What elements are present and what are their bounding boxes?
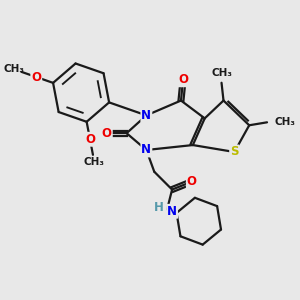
Text: CH₃: CH₃ [275, 117, 296, 127]
Text: N: N [141, 143, 152, 157]
Text: O: O [85, 133, 95, 146]
Text: N: N [141, 109, 152, 122]
Text: O: O [31, 70, 41, 83]
Text: O: O [178, 73, 188, 86]
Text: CH₃: CH₃ [211, 68, 232, 78]
Text: O: O [102, 127, 112, 140]
Text: S: S [230, 146, 238, 158]
Text: N: N [167, 205, 177, 218]
Text: H: H [154, 201, 164, 214]
Text: CH₃: CH₃ [3, 64, 24, 74]
Text: O: O [187, 175, 197, 188]
Text: CH₃: CH₃ [84, 157, 105, 166]
